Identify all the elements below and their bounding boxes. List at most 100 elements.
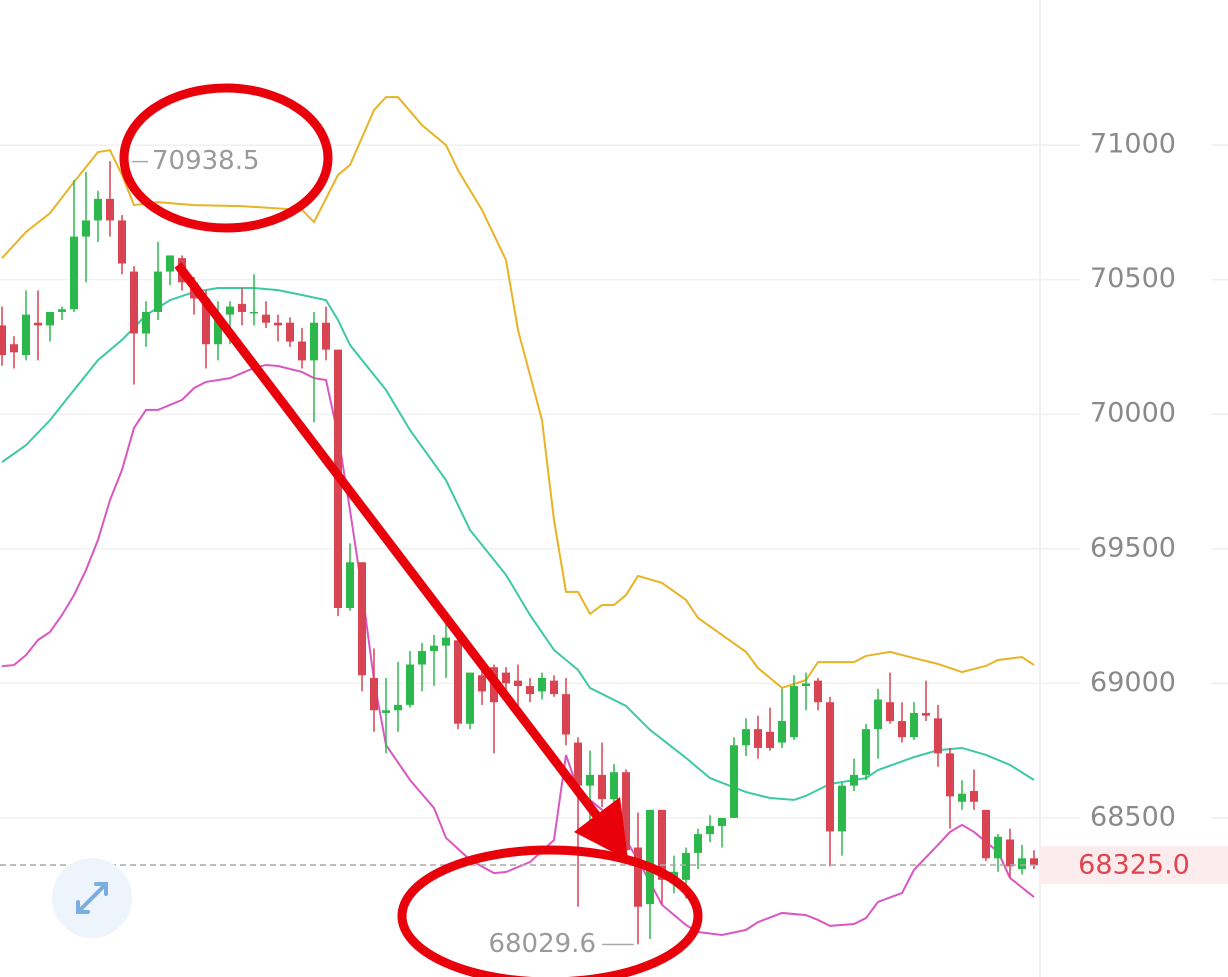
circle-low	[397, 845, 703, 977]
candle-body	[694, 834, 702, 853]
candle-body	[754, 729, 762, 748]
candle-body	[958, 793, 966, 802]
candle-body	[562, 694, 570, 735]
candle-body	[970, 791, 978, 802]
axis-panel	[1040, 0, 1228, 977]
candle-body	[130, 271, 138, 334]
candle-body	[34, 322, 42, 326]
candle-body	[214, 317, 222, 345]
candle-body	[634, 847, 642, 907]
candle-body	[946, 753, 954, 797]
candle-body	[514, 680, 522, 687]
candle-body	[706, 826, 714, 835]
band-line	[1, 96, 1035, 690]
y-tick-label: 71000	[1090, 129, 1176, 160]
candle-body	[298, 341, 306, 361]
candle-body	[814, 680, 822, 703]
candle-body	[1006, 839, 1014, 867]
high-marker-label: 70938.5	[152, 146, 260, 176]
last-price-box	[1040, 846, 1228, 885]
candle-body	[310, 322, 318, 361]
y-tick-label: 69000	[1090, 667, 1176, 698]
candle-body	[46, 311, 54, 326]
candle-body	[118, 220, 126, 264]
candle-body	[778, 721, 786, 743]
candle-body	[94, 198, 102, 221]
candle-body	[910, 712, 918, 738]
candle-body	[982, 809, 990, 859]
candle-body	[430, 645, 438, 652]
candle-body	[466, 672, 474, 724]
candle-body	[550, 680, 558, 695]
candle-body	[886, 702, 894, 722]
band-line	[1, 363, 1035, 937]
candle-body	[826, 702, 834, 832]
candle-body	[646, 809, 654, 905]
y-tick-label: 70000	[1090, 398, 1176, 429]
candle-body	[0, 325, 6, 356]
candle-body	[142, 311, 150, 334]
y-tick-label: 69500	[1090, 532, 1176, 563]
candle-body	[370, 677, 378, 711]
expand-button[interactable]	[52, 858, 132, 938]
candle-body	[358, 562, 366, 676]
candle-body	[598, 774, 606, 800]
candle-body	[1030, 858, 1038, 866]
candle-body	[730, 745, 738, 818]
candle-body	[166, 255, 174, 272]
drawings	[119, 83, 703, 977]
candle-body	[1018, 858, 1026, 870]
candle-body	[862, 729, 870, 775]
candle-body	[10, 344, 18, 353]
candle-body	[790, 686, 798, 738]
candle-body	[658, 809, 666, 880]
low-marker-label: 68029.6	[488, 929, 596, 959]
candle-body	[286, 322, 294, 342]
candle-body	[274, 322, 282, 326]
grid-layer: 68500 69000 69500 70000 70500 71000	[0, 129, 1228, 832]
candle-body	[610, 772, 618, 800]
candle-body	[766, 731, 774, 748]
y-tick-label: 70500	[1090, 263, 1176, 294]
candle-body	[478, 675, 486, 692]
last-price-label: 68325.0	[1078, 850, 1190, 881]
candle-body	[406, 664, 414, 705]
candle-body	[346, 562, 354, 609]
candle-body	[58, 309, 66, 312]
candle-body	[898, 721, 906, 738]
candle-body	[586, 774, 594, 786]
arrow-shaft	[174, 262, 604, 823]
candle-body	[802, 683, 810, 687]
expand-icon	[76, 882, 108, 914]
candle-body	[226, 306, 234, 315]
candle-body	[922, 712, 930, 716]
candle-body	[874, 699, 882, 730]
candle-body	[682, 852, 690, 880]
candle-body	[742, 729, 750, 746]
candle-body	[454, 640, 462, 724]
candle-body	[574, 742, 582, 786]
candle-body	[418, 651, 426, 665]
candle-body	[82, 220, 90, 237]
candle-body	[838, 785, 846, 832]
candle-body	[718, 817, 726, 827]
candle-body	[526, 686, 534, 695]
candle-body	[442, 637, 450, 646]
candle-body	[538, 677, 546, 692]
circle-high	[119, 83, 333, 233]
candles-layer	[0, 161, 1038, 945]
y-tick-label: 68500	[1090, 801, 1176, 832]
annotations-layer: 70938.5 68029.6 68325.0	[0, 146, 1228, 959]
candle-body	[994, 836, 1002, 859]
candle-body	[202, 298, 210, 345]
candle-body	[70, 236, 78, 310]
candle-body	[238, 303, 246, 312]
band-line	[1, 286, 1035, 801]
candle-body	[394, 704, 402, 711]
candle-body	[850, 774, 858, 786]
candle-body	[154, 271, 162, 312]
candle-body	[934, 718, 942, 754]
candle-body	[382, 710, 390, 713]
